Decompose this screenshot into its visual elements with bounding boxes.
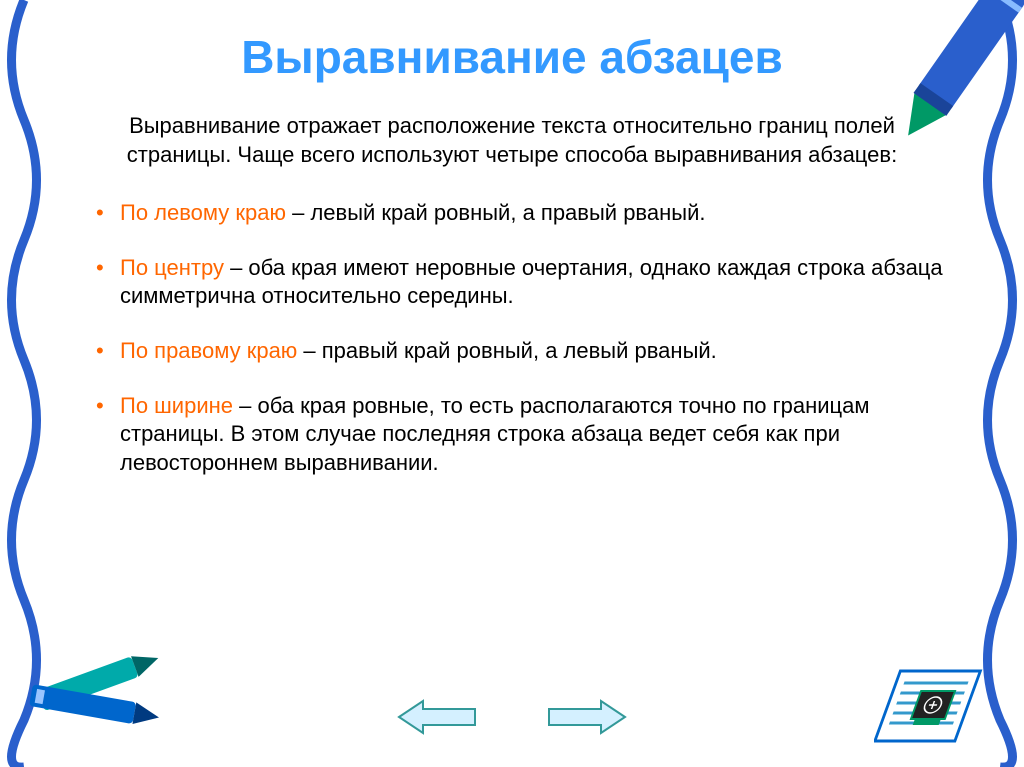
term: По левому краю bbox=[120, 200, 286, 225]
next-arrow-icon[interactable] bbox=[547, 697, 627, 737]
intro-text: Выравнивание отражает расположение текст… bbox=[112, 112, 912, 169]
marker-pen-icon bbox=[874, 0, 1024, 170]
list-item: По центру – оба края имеют неровные очер… bbox=[90, 254, 944, 311]
prev-arrow-icon[interactable] bbox=[397, 697, 477, 737]
crayons-icon bbox=[20, 627, 190, 747]
term: По центру bbox=[120, 255, 224, 280]
list-item: По правому краю – правый край ровный, а … bbox=[90, 337, 944, 366]
desc: – правый край ровный, а левый рваный. bbox=[297, 338, 716, 363]
desc: – оба края имеют неровные очертания, одн… bbox=[120, 255, 943, 309]
slide-title: Выравнивание абзацев bbox=[80, 30, 944, 84]
list-item: По левому краю – левый край ровный, а пр… bbox=[90, 199, 944, 228]
notes-computer-icon bbox=[874, 661, 994, 761]
term: По правому краю bbox=[120, 338, 297, 363]
desc: – оба края ровные, то есть располагаются… bbox=[120, 393, 869, 475]
term: По ширине bbox=[120, 393, 233, 418]
list-item: По ширине – оба края ровные, то есть рас… bbox=[90, 392, 944, 478]
desc: – левый край ровный, а правый рваный. bbox=[286, 200, 705, 225]
bullet-list: По левому краю – левый край ровный, а пр… bbox=[80, 199, 944, 477]
